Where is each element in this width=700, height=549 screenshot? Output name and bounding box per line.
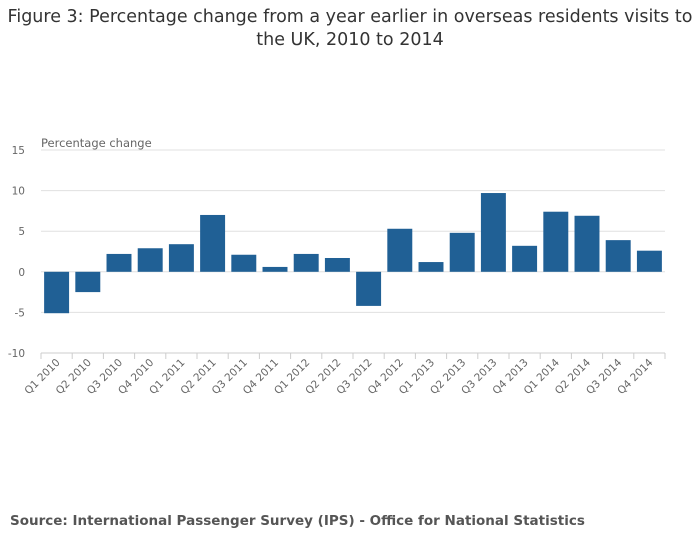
y-tick-label: 0 [18, 267, 25, 279]
bar [356, 271, 382, 306]
bar [636, 250, 662, 272]
bar [75, 271, 101, 293]
bar [543, 211, 569, 272]
bar [574, 215, 600, 272]
bar [262, 266, 288, 272]
source-note: Source: International Passenger Survey (… [10, 513, 585, 529]
bar [418, 262, 444, 272]
y-tick-label: 10 [12, 186, 25, 198]
bar [106, 253, 132, 272]
y-axis-label: Percentage change [41, 136, 152, 150]
y-tick-label: -5 [15, 307, 25, 319]
bar [605, 240, 631, 272]
y-tick-label: 15 [12, 145, 25, 157]
bar [480, 193, 506, 272]
bar [137, 248, 163, 272]
y-tick-label: -10 [8, 348, 25, 360]
chart-title: Figure 3: Percentage change from a year … [7, 7, 693, 50]
bar [44, 271, 70, 314]
bar [449, 232, 475, 272]
bar [324, 257, 350, 272]
bars [44, 193, 662, 314]
bar [200, 214, 226, 272]
gridlines [41, 149, 665, 354]
y-axis-ticks: 15 10 5 0 -5 -10 [8, 145, 25, 360]
bar [231, 254, 257, 272]
bar [168, 244, 194, 272]
bar [387, 228, 413, 272]
bar [512, 245, 538, 272]
bar [293, 253, 319, 272]
y-tick-label: 5 [18, 226, 25, 238]
